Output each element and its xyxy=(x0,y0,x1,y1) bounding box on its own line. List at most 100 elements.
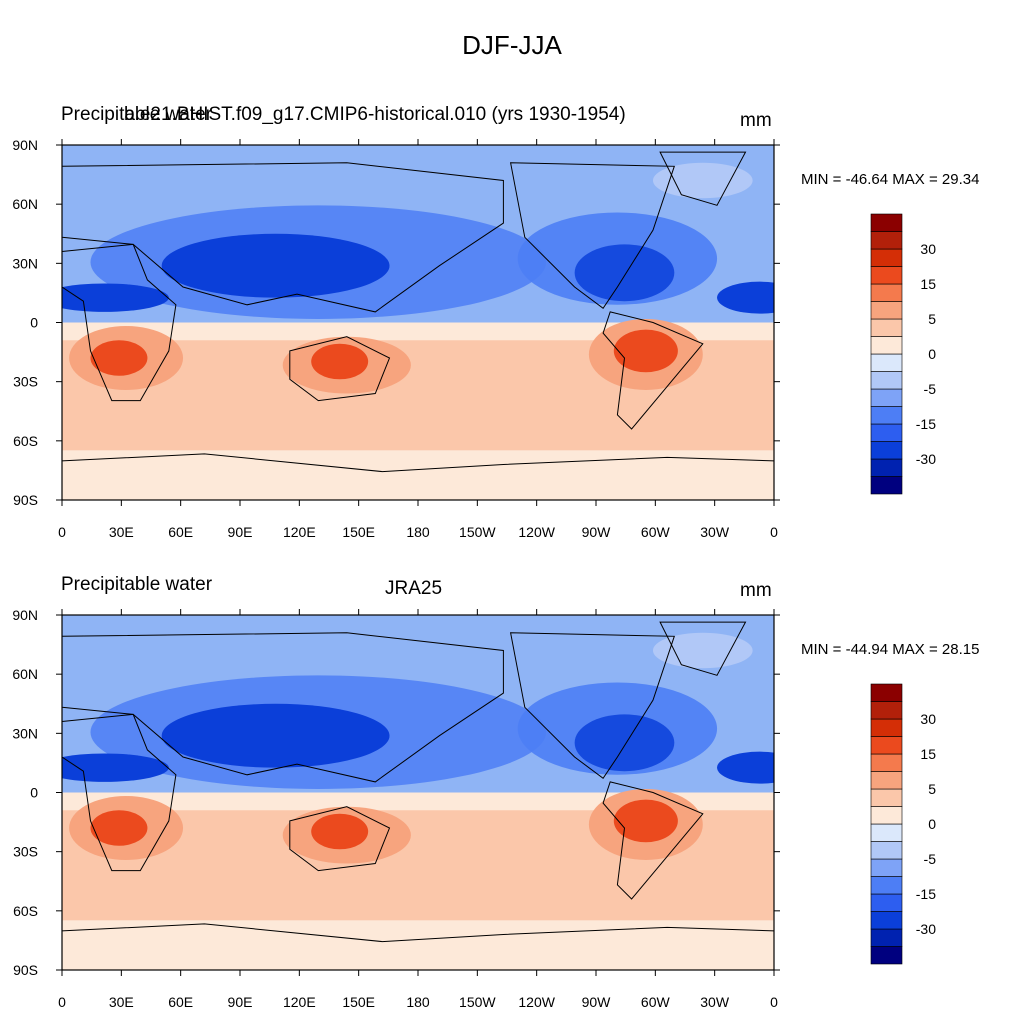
africa-coastline xyxy=(62,243,177,402)
colorbar-label: 15 xyxy=(920,746,936,762)
panel-case-title: b.e21.BHIST.f09_g17.CMIP6-historical.010… xyxy=(124,104,626,125)
colorbar-box xyxy=(870,771,903,790)
colorbar-label: 30 xyxy=(920,241,936,257)
colorbar-label: 0 xyxy=(928,346,936,362)
colorbar-box xyxy=(870,823,903,842)
figure-title: DJF-JJA xyxy=(462,30,562,60)
lon-tick-label: 90E xyxy=(228,994,253,1010)
antarctic-field xyxy=(62,450,774,500)
colorbar-box xyxy=(870,406,903,425)
lon-tick-label: 120W xyxy=(518,994,555,1010)
lon-tick-label: 60W xyxy=(641,994,671,1010)
colorbar-box xyxy=(870,388,903,407)
america-deep-blue-region xyxy=(574,244,675,302)
min-max-label: MIN = -46.64 MAX = 29.34 xyxy=(801,171,980,188)
lat-tick-label: 0 xyxy=(30,315,38,331)
lon-tick-label: 0 xyxy=(770,524,778,540)
south-america-dark-orange-region xyxy=(613,329,678,373)
panel-units: mm xyxy=(740,110,772,131)
colorbar-box xyxy=(870,701,903,720)
map-panel-bottom: Precipitable water JRA25 mm MIN = -44.94… xyxy=(0,470,1024,1010)
tropical-blue-band-west xyxy=(62,753,169,782)
lat-tick-label: 90N xyxy=(12,607,38,623)
colorbar-label: 15 xyxy=(920,276,936,292)
lon-tick-label: 90E xyxy=(228,524,253,540)
map-panel-top: Precipitable water b.e21.BHIST.f09_g17.C… xyxy=(0,0,1024,540)
colorbar-box xyxy=(870,423,903,442)
colorbar-label: -30 xyxy=(916,451,936,467)
colorbar-box xyxy=(870,283,903,302)
africa-coastline xyxy=(62,713,177,872)
lat-tick-label: 90N xyxy=(12,137,38,153)
lon-tick-label: 30E xyxy=(109,994,134,1010)
lat-tick-label: 60N xyxy=(12,196,38,212)
lon-tick-label: 150W xyxy=(459,994,496,1010)
colorbar-box xyxy=(870,353,903,372)
colorbar-box xyxy=(870,718,903,737)
contour-field xyxy=(62,615,774,970)
lat-tick-label: 60S xyxy=(13,903,38,919)
australia-coastline xyxy=(289,806,391,872)
colorbar-box xyxy=(870,928,903,947)
south-america-dark-orange-region xyxy=(613,799,678,843)
lat-tick-label: 30N xyxy=(12,725,38,741)
colorbar-box xyxy=(870,266,903,285)
colorbar-box xyxy=(870,683,903,702)
colorbar-label: -5 xyxy=(924,851,937,867)
lon-tick-label: 150E xyxy=(342,994,375,1010)
antarctica-coastline xyxy=(62,923,774,943)
lon-tick-label: 30W xyxy=(700,524,730,540)
colorbar-box xyxy=(870,336,903,355)
antarctica-coastline xyxy=(62,453,774,473)
panel-variable-title: Precipitable water xyxy=(61,104,213,125)
north-america-coastline xyxy=(509,632,675,780)
colorbar-label: 0 xyxy=(928,816,936,832)
antarctic-field xyxy=(62,920,774,970)
colorbar-box xyxy=(870,753,903,772)
lon-tick-label: 0 xyxy=(58,524,66,540)
lat-tick-label: 0 xyxy=(30,785,38,801)
africa-dark-orange-region xyxy=(90,340,148,376)
lon-tick-label: 0 xyxy=(770,994,778,1010)
colorbar-box xyxy=(870,736,903,755)
greenland-light-region xyxy=(652,162,753,199)
panel-variable-title: Precipitable water xyxy=(61,574,213,595)
lat-tick-label: 60S xyxy=(13,433,38,449)
lon-tick-label: 90W xyxy=(582,994,612,1010)
asia-deep-blue-region xyxy=(161,233,390,298)
colorbar-label: 5 xyxy=(928,311,936,327)
eurasia-coastline xyxy=(62,162,504,313)
colorbar-label: -15 xyxy=(916,416,936,432)
colorbar-label: -15 xyxy=(916,886,936,902)
greenland-coastline xyxy=(659,151,747,206)
lon-tick-label: 90W xyxy=(582,524,612,540)
lon-tick-label: 60W xyxy=(641,524,671,540)
lat-tick-label: 90S xyxy=(13,962,38,978)
colorbar-box xyxy=(870,441,903,460)
lon-tick-label: 120E xyxy=(283,994,316,1010)
lat-tick-label: 60N xyxy=(12,666,38,682)
contour-map: 0 30E 60E 90E 120E 150E 180 150W 120W 90W 60W 30W 0 9… xyxy=(12,607,937,1010)
colorbar-box xyxy=(870,806,903,825)
colorbar-box xyxy=(870,213,903,232)
colorbar-box xyxy=(870,301,903,320)
colorbar-label: -30 xyxy=(916,921,936,937)
lon-tick-label: 150W xyxy=(459,524,496,540)
equatorial-band xyxy=(62,792,774,811)
asia-deep-blue-region xyxy=(161,703,390,768)
australia-dark-orange-region xyxy=(311,343,369,380)
eurasia-coastline xyxy=(62,632,504,783)
tropical-blue-band-east xyxy=(717,751,774,784)
colorbar-label: -5 xyxy=(924,381,937,397)
lon-tick-label: 60E xyxy=(168,994,193,1010)
lon-tick-label: 150E xyxy=(342,524,375,540)
colorbar-box xyxy=(870,318,903,337)
colorbar-box xyxy=(870,858,903,877)
equatorial-band xyxy=(62,322,774,341)
min-max-label: MIN = -44.94 MAX = 28.15 xyxy=(801,641,980,658)
south-america-coastline xyxy=(602,311,704,430)
lat-tick-label: 30N xyxy=(12,255,38,271)
lon-tick-label: 120E xyxy=(283,524,316,540)
panel-units: mm xyxy=(740,580,772,601)
colorbar-box xyxy=(870,893,903,912)
